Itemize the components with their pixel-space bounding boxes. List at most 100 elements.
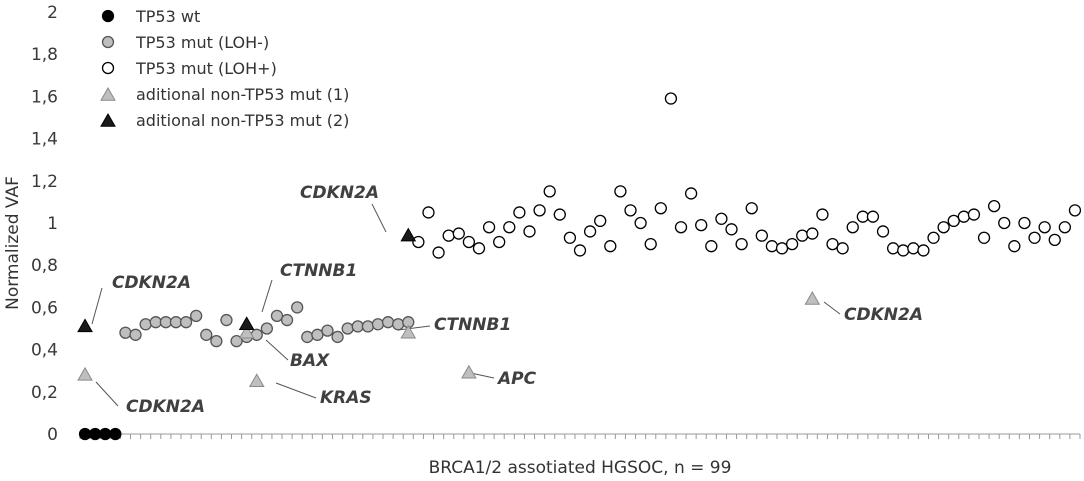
data-point bbox=[119, 326, 132, 339]
legend-marker bbox=[101, 9, 115, 23]
data-point bbox=[796, 229, 809, 242]
y-axis-ticks: 0 0,2 0,4 0,6 0,8 1 1,2 1,4 1,6 1,8 2 bbox=[31, 3, 58, 445]
data-point bbox=[220, 313, 233, 327]
data-point bbox=[482, 221, 496, 234]
data-point bbox=[1028, 231, 1041, 244]
data-point bbox=[412, 235, 425, 249]
y-tick-label: 0,6 bbox=[31, 298, 58, 318]
data-points bbox=[77, 92, 1082, 441]
y-axis-title: Normalized VAF bbox=[3, 176, 23, 310]
data-point bbox=[765, 240, 779, 253]
y-tick-label: 1,6 bbox=[31, 87, 58, 107]
annotation-label: CTNNB1 bbox=[434, 315, 511, 335]
legend-label: aditional non-TP53 mut (1) bbox=[136, 85, 349, 104]
data-point bbox=[735, 237, 748, 251]
data-point bbox=[513, 206, 526, 219]
data-point bbox=[77, 366, 93, 381]
data-point bbox=[250, 328, 263, 341]
data-point bbox=[937, 221, 950, 234]
data-point bbox=[604, 240, 617, 253]
data-point bbox=[371, 318, 385, 331]
data-point bbox=[422, 206, 435, 219]
data-point bbox=[594, 214, 607, 228]
data-point bbox=[311, 328, 324, 341]
data-point bbox=[846, 221, 859, 234]
data-point bbox=[624, 204, 637, 217]
legend: TP53 wt TP53 mut (LOH-) TP53 mut (LOH+) adi… bbox=[100, 7, 349, 130]
data-point bbox=[907, 242, 920, 255]
data-point bbox=[238, 324, 255, 339]
legend-label: TP53 mut (LOH-) bbox=[135, 33, 269, 52]
data-point bbox=[705, 240, 718, 253]
data-point bbox=[351, 320, 364, 333]
data-point bbox=[109, 427, 122, 441]
data-point bbox=[816, 208, 829, 221]
annotation-label: CDKN2A bbox=[126, 397, 205, 417]
data-point bbox=[775, 242, 789, 255]
data-point bbox=[654, 202, 667, 215]
legend-marker bbox=[100, 86, 116, 101]
annotation-label: CTNNB1 bbox=[280, 261, 357, 281]
data-point bbox=[886, 242, 900, 255]
data-point bbox=[967, 208, 981, 221]
data-point bbox=[331, 330, 344, 344]
data-point bbox=[341, 322, 354, 335]
data-point bbox=[321, 324, 334, 337]
data-point bbox=[432, 246, 445, 259]
data-point bbox=[400, 324, 417, 339]
y-tick-label: 0,2 bbox=[31, 383, 58, 403]
x-axis-title: BRCA1/2 assotiated HGSOC, n = 99 bbox=[429, 458, 732, 478]
legend-label: TP53 wt bbox=[135, 7, 200, 26]
data-point bbox=[1008, 240, 1021, 253]
annotation-label: APC bbox=[496, 369, 537, 389]
annotation-label: CDKN2A bbox=[844, 305, 923, 325]
data-point bbox=[248, 373, 265, 387]
data-point bbox=[695, 218, 708, 232]
data-point bbox=[99, 427, 112, 441]
data-point bbox=[563, 231, 577, 244]
data-point bbox=[684, 187, 698, 200]
data-point bbox=[977, 231, 991, 244]
y-tick-label: 0,8 bbox=[31, 256, 58, 276]
data-point bbox=[715, 212, 728, 225]
y-tick-label: 1,8 bbox=[31, 45, 58, 65]
data-point bbox=[461, 364, 477, 379]
data-point bbox=[644, 237, 657, 251]
y-tick-label: 2 bbox=[47, 3, 58, 23]
data-point bbox=[553, 208, 566, 221]
data-point bbox=[674, 221, 688, 234]
y-tick-label: 1,4 bbox=[31, 130, 58, 150]
data-point bbox=[998, 216, 1011, 230]
data-point bbox=[77, 318, 93, 333]
data-point bbox=[392, 318, 405, 331]
data-point bbox=[1058, 221, 1071, 234]
data-point bbox=[280, 313, 294, 327]
data-point bbox=[664, 92, 678, 105]
data-point bbox=[897, 244, 910, 257]
data-point bbox=[876, 225, 890, 238]
data-point bbox=[573, 244, 587, 257]
y-tick-label: 0,4 bbox=[31, 341, 58, 361]
data-point bbox=[1038, 221, 1051, 234]
data-point bbox=[149, 316, 162, 329]
annotation-label: CDKN2A bbox=[300, 183, 379, 203]
data-point bbox=[614, 185, 627, 198]
data-point bbox=[210, 335, 223, 348]
annotation-label: BAX bbox=[290, 351, 330, 371]
legend-marker bbox=[101, 35, 115, 49]
data-point bbox=[159, 316, 173, 329]
data-point bbox=[139, 318, 152, 331]
data-point bbox=[836, 242, 849, 255]
data-point bbox=[725, 223, 738, 236]
data-point bbox=[1048, 233, 1061, 247]
data-point bbox=[462, 235, 476, 249]
data-point bbox=[381, 316, 395, 329]
annotation-leader-line bbox=[95, 381, 119, 407]
data-point bbox=[804, 290, 821, 305]
data-point bbox=[755, 229, 768, 242]
data-point bbox=[129, 328, 142, 341]
data-point bbox=[78, 427, 92, 441]
annotation-leader-line bbox=[91, 287, 103, 325]
annotation-leader-line bbox=[275, 382, 317, 399]
annotation-leader-line bbox=[261, 279, 273, 313]
